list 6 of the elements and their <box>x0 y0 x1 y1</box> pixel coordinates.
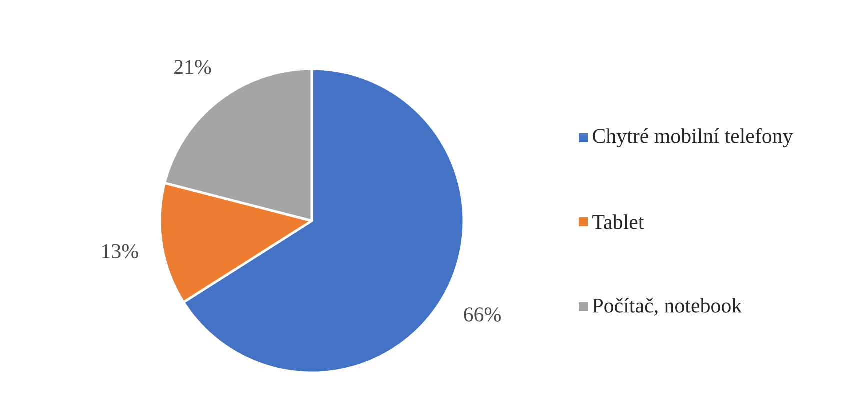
legend-label: Tablet <box>592 214 644 230</box>
legend-label: Chytré mobilní telefony <box>593 128 794 148</box>
legend-label: Počítač, notebook <box>592 298 742 316</box>
data-label: 13% <box>102 244 138 259</box>
data-label: 21% <box>174 60 212 74</box>
data-label: 66% <box>464 308 501 322</box>
